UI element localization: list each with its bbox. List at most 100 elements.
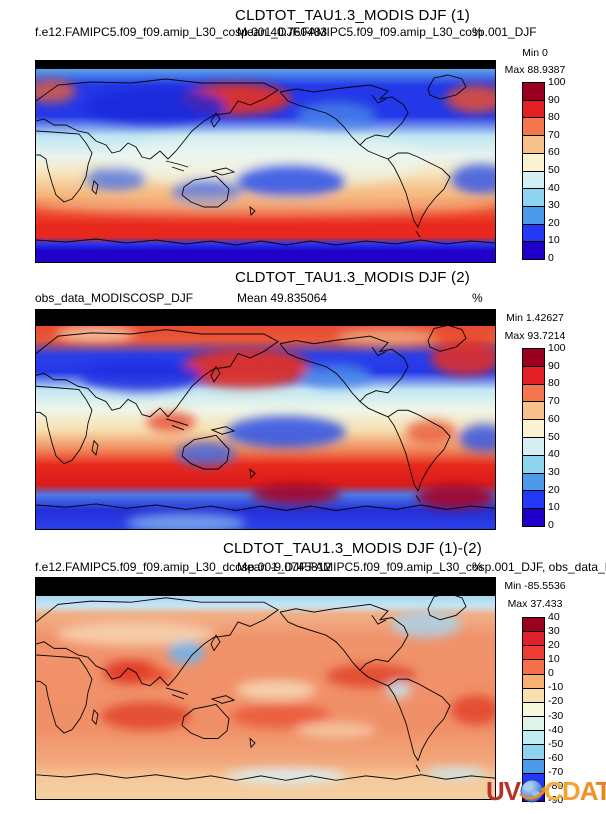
colorbar-tick-label: 0 [548, 667, 554, 680]
colorbar-tick-label: -10 [548, 681, 564, 694]
panel1-mean-label: Mean 40.760483 [237, 25, 328, 39]
colorbar-segment [523, 401, 544, 420]
panel2-map-image [36, 310, 495, 529]
colorbar-tick-label: -20 [548, 695, 564, 708]
panel3-title: CLDTOT_TAU1.3_MODIS DJF (1)-(2) [222, 540, 482, 557]
panel1-max-label: Max 88.9387 [504, 64, 566, 76]
colorbar-tick-label: 30 [548, 465, 560, 478]
colorbar-segment [523, 472, 544, 491]
panel1-title: CLDTOT_TAU1.3_MODIS DJF (1) [235, 7, 470, 24]
panel1-min-label: Min 0 [522, 47, 548, 59]
colorbar-segment [523, 631, 544, 646]
colorbar-tick-label: 40 [548, 181, 560, 194]
panel1-colorbar-ticks: 100 90 80 70 60 50 40 30 20 10 0 [548, 76, 588, 264]
panel3-max-label: Max 37.433 [507, 598, 563, 610]
panel3-colorbar-ticks: 40 30 20 10 0 -10 -20 -30 -40 -50 -60 -70 -80 -90 [548, 611, 588, 806]
colorbar-tick-label: -60 [548, 751, 564, 764]
colorbar-segment [523, 454, 544, 473]
panel1-map [35, 60, 496, 263]
colorbar-segment [523, 730, 544, 745]
panel2-field-blobs [56, 326, 495, 529]
colorbar-segment [523, 508, 544, 526]
panel3-map [35, 577, 496, 800]
panel2-units-label: % [472, 291, 483, 305]
colorbar-segment [523, 687, 544, 702]
colorbar-tick-label: 30 [548, 199, 560, 212]
colorbar-tick-label: -70 [548, 765, 564, 778]
colorbar-segment [523, 490, 544, 509]
uvcdat-logo-letter-c: C [544, 776, 563, 806]
colorbar-tick-label: 0 [548, 519, 554, 531]
colorbar-segment [523, 744, 544, 759]
uvcdat-logo-cdat-text: CDAT [544, 778, 606, 804]
colorbar-segment [523, 436, 544, 455]
colorbar-segment [523, 645, 544, 660]
colorbar-tick-label: -40 [548, 723, 564, 736]
panel2-map [35, 309, 496, 530]
panel1-map-image [36, 61, 495, 262]
colorbar-tick-label: 30 [548, 625, 560, 638]
colorbar-tick-label: 70 [548, 128, 560, 141]
colorbar-tick-label: 40 [548, 448, 560, 461]
colorbar-segment [523, 223, 544, 242]
panel1-subtitle-row: f.e12.FAMIPC5.f09_f09.amip_L30_cosp.001_… [0, 25, 606, 39]
panel1-nodata-strip [36, 61, 495, 69]
colorbar-segment [523, 383, 544, 402]
panel1-dataset-label: f.e12.FAMIPC5.f09_f09.amip_L30_cosp.001_… [35, 25, 537, 39]
panel2-mean-label: Mean 49.835064 [237, 291, 328, 305]
colorbar-tick-label: 20 [548, 639, 560, 652]
colorbar-tick-label: 50 [548, 430, 560, 443]
colorbar-segment [523, 117, 544, 136]
colorbar-segment [523, 419, 544, 437]
colorbar-tick-label: -50 [548, 737, 564, 750]
colorbar-tick-label: 10 [548, 653, 560, 666]
uvcdat-logo-letter-t: T [595, 776, 606, 806]
colorbar-segment [523, 365, 544, 384]
colorbar-tick-label: 10 [548, 234, 560, 247]
colorbar-tick-label: 10 [548, 501, 560, 514]
colorbar-segment [523, 188, 544, 206]
colorbar-tick-label: -30 [548, 709, 564, 722]
colorbar-segment [523, 701, 544, 717]
uvcdat-logo-globe-icon [519, 779, 547, 803]
colorbar-tick-label: 100 [548, 342, 566, 354]
panel3-subtitle-row: f.e12.FAMIPC5.f09_f09.amip_L30_dcosp.001… [0, 560, 606, 574]
panel3-map-image [36, 578, 495, 799]
uvcdat-logo-letter-a: A [579, 776, 597, 806]
panel1-field-blobs [36, 79, 495, 216]
colorbar-segment [523, 758, 544, 773]
colorbar-tick-label: 60 [548, 412, 560, 425]
panel2-colorbar-ticks: 100 90 80 70 60 50 40 30 20 10 0 [548, 342, 588, 531]
colorbar-segment [523, 83, 544, 100]
panel3-colorbar [522, 617, 545, 802]
colorbar-segment [523, 152, 544, 171]
colorbar-tick-label: 40 [548, 611, 560, 623]
colorbar-tick-label: 90 [548, 93, 560, 106]
uvcdat-logo-letter-d: D [561, 776, 581, 806]
panel2-colorbar [522, 348, 545, 527]
uvcdat-logo: UV CDAT [486, 777, 606, 805]
colorbar-tick-label: 50 [548, 164, 560, 176]
panel1-colorbar [522, 82, 545, 260]
panel3-dataset-label: f.e12.FAMIPC5.f09_f09.amip_L30_dcosp.001… [35, 560, 606, 574]
colorbar-segment [523, 205, 544, 224]
panel2-max-label: Max 93.7214 [504, 330, 566, 342]
panel2-subtitle-row: obs_data_MODISCOSP_DJF Mean 49.835064 % [0, 291, 606, 305]
colorbar-tick-label: 100 [548, 76, 566, 88]
colorbar-segment [523, 349, 544, 366]
colorbar-segment [523, 659, 544, 674]
colorbar-tick-label: -80 [548, 779, 564, 792]
colorbar-tick-label: 80 [548, 111, 560, 124]
colorbar-segment [523, 99, 544, 118]
colorbar-segment [523, 673, 544, 688]
colorbar-tick-label: -90 [548, 794, 564, 806]
colorbar-segment [523, 170, 544, 189]
colorbar-tick-label: 80 [548, 377, 560, 390]
colorbar-tick-label: 60 [548, 146, 560, 159]
panel2-title: CLDTOT_TAU1.3_MODIS DJF (2) [235, 269, 470, 286]
panel2-nodata-strip [36, 310, 495, 326]
uvcdat-logo-uv-text: UV [486, 776, 521, 806]
colorbar-tick-label: 70 [548, 395, 560, 408]
panel3-nodata-strip [36, 578, 495, 596]
